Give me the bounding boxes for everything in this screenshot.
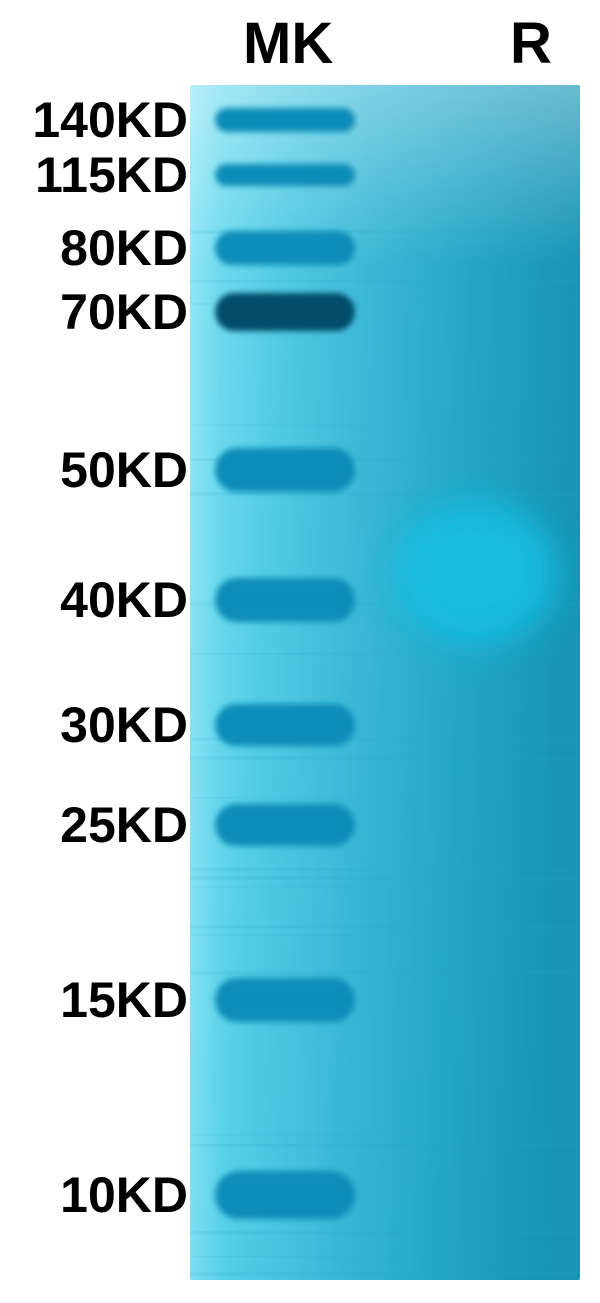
mw-label: 70KD	[60, 283, 188, 341]
mw-label: 40KD	[60, 571, 188, 629]
lane-header-mk: MK	[243, 10, 333, 77]
mw-label: 50KD	[60, 441, 188, 499]
lane-header-r: R	[510, 10, 552, 77]
mw-label-column: 140KD115KD 80KD 70KD 50KD 40KD 30KD 25KD 15KD 10…	[0, 0, 188, 1303]
mw-label: 30KD	[60, 696, 188, 754]
mw-label: 140KD	[32, 91, 188, 149]
gel-svg	[190, 85, 580, 1280]
mw-label: 80KD	[60, 219, 188, 277]
mw-label: 10KD	[60, 1166, 188, 1224]
mw-label: 25KD	[60, 796, 188, 854]
mw-label: 15KD	[60, 971, 188, 1029]
mw-label: 115KD	[35, 146, 188, 204]
gel-image	[190, 85, 580, 1280]
gel-figure: MK R 140KD115KD80KD70KD50KD40KD30KD25KD1…	[0, 0, 600, 1303]
